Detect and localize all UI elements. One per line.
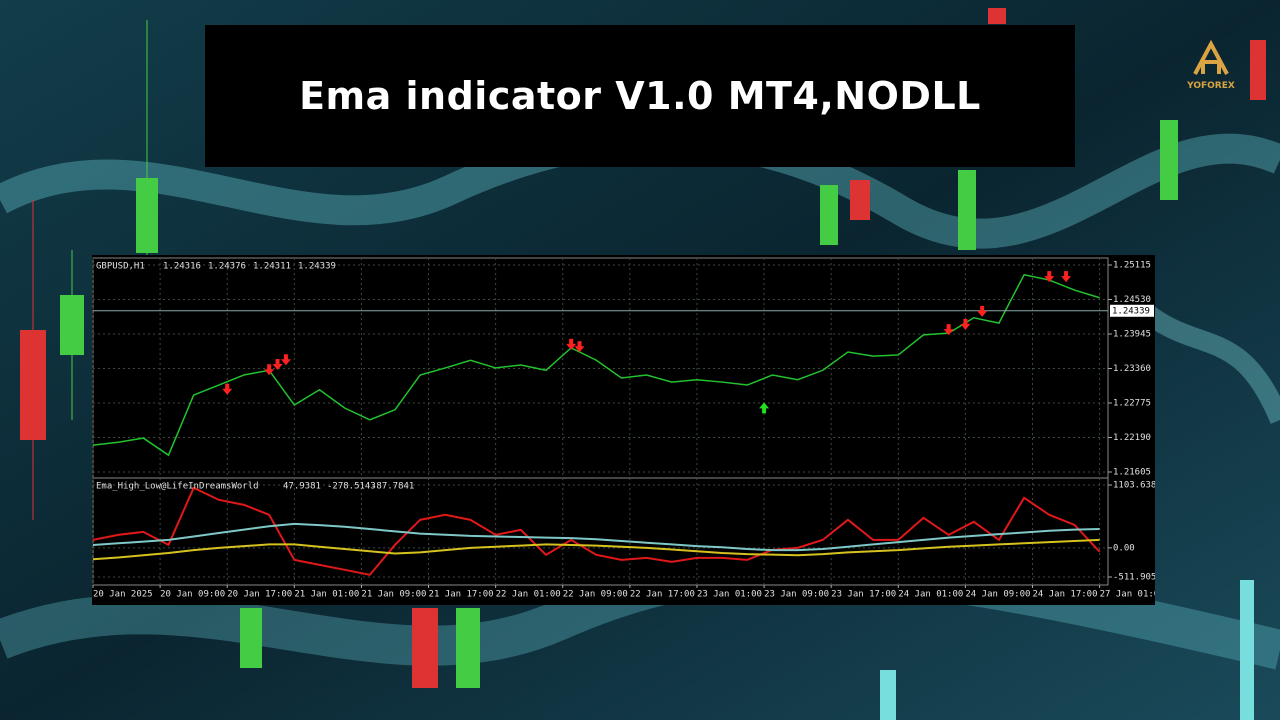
y-tick-label: 1.23360 [1113,364,1151,374]
sell-arrow [264,364,275,376]
indicator-label: Ema_High_Low@LifeInDreamsWorld [96,482,259,492]
symbol-label: GBPUSD,H1 [96,262,145,272]
series-line [92,538,1100,561]
sell-arrow [960,318,971,330]
current-price-box [1110,304,1154,317]
ohlc-value: 1.24316 [163,262,201,272]
x-tick-label: 24 Jan 01:00 [898,590,963,600]
title-box: Ema indicator V1.0 MT4,NODLL [205,25,1075,167]
y-tick-label: 1.25115 [1113,261,1151,271]
x-tick-label: 22 Jan 01:00 [496,590,561,600]
series-line [92,273,1100,457]
ohlc-value: 1.24376 [208,262,246,272]
indicator-value: 47.9381 [283,482,321,492]
sell-arrow [280,354,291,366]
logo-icon [1193,39,1229,75]
series-line [92,522,1100,552]
y-tick-label: 1.22190 [1113,433,1151,443]
logo: YOFOREX [1176,38,1246,91]
ohlc-value: 1.24311 [253,262,291,272]
x-tick-label: 21 Jan 01:00 [294,590,359,600]
x-tick-label: 22 Jan 09:00 [563,590,628,600]
x-tick-label: 24 Jan 09:00 [965,590,1030,600]
y-tick-label: -511.905 [1113,572,1156,582]
y-tick-label: 1103.638 [1113,481,1156,491]
y-tick-label: 1.24530 [1113,295,1151,305]
buy-arrow [759,402,770,414]
x-tick-label: 20 Jan 17:00 [227,590,292,600]
sell-arrow [222,383,233,395]
sell-arrow [943,324,954,336]
title: Ema indicator V1.0 MT4,NODLL [299,74,981,118]
sell-arrow [272,358,283,370]
y-tick-label: 1.21605 [1113,467,1151,477]
x-tick-label: 24 Jan 17:00 [1033,590,1098,600]
x-tick-label: 20 Jan 09:00 [160,590,225,600]
x-tick-label: 22 Jan 17:00 [630,590,695,600]
indicator-value: -87.7841 [371,482,414,492]
x-tick-label: 21 Jan 09:00 [361,590,426,600]
x-tick-label: 20 Jan 2025 [93,590,153,600]
indicator-value: -278.5143 [327,482,376,492]
x-tick-label: 27 Jan 01:00 [1100,590,1165,600]
ohlc-value: 1.24339 [298,262,336,272]
y-tick-label: 1.22775 [1113,398,1151,408]
series-line [92,486,1101,576]
x-tick-label: 23 Jan 17:00 [831,590,896,600]
chart-panel [92,255,1155,605]
logo-text: YOFOREX [1187,81,1235,91]
sell-arrow [566,338,577,350]
sell-arrow [1044,271,1055,283]
x-tick-label: 23 Jan 09:00 [764,590,829,600]
sell-arrow [1061,271,1072,283]
y-tick-label: 1.23945 [1113,330,1151,340]
sell-arrow [977,305,988,317]
sell-arrow [574,341,585,353]
y-tick-label: 0.00 [1113,543,1135,553]
current-price-label: 1.24339 [1112,306,1150,316]
x-tick-label: 21 Jan 17:00 [429,590,494,600]
x-tick-label: 23 Jan 01:00 [697,590,762,600]
pane-frame [92,477,1109,586]
